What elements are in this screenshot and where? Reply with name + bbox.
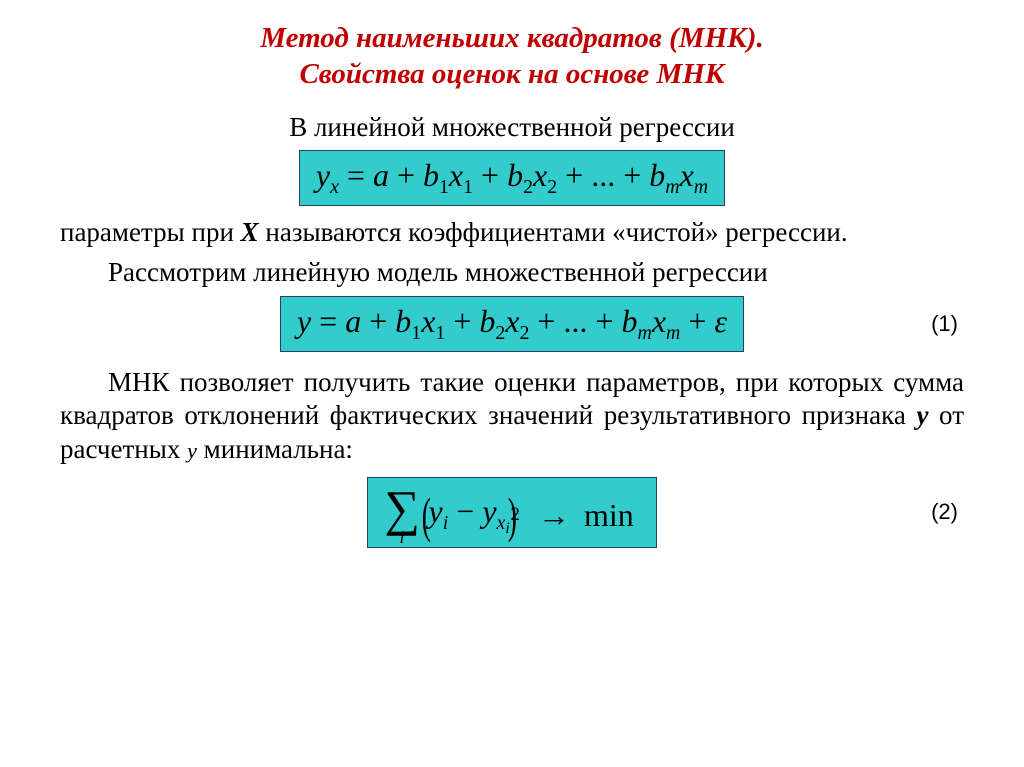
para4-yhat: y xyxy=(187,438,197,463)
formula-1: yx = a + b1x1 + b2x2 + ... + bmxm xyxy=(299,150,725,206)
formula-2-label: (1) xyxy=(931,311,958,337)
formula-3: ∑ i ( yi − yxi )2 → min xyxy=(367,477,657,548)
sum-inside: yi − yxi xyxy=(429,493,510,538)
arrow: → xyxy=(538,497,570,534)
para-2: параметры при X называются коэффициентам… xyxy=(60,216,964,250)
slide-title: Метод наименьших квадратов (МНК). Свойст… xyxy=(60,20,964,93)
para4-a: МНК позволяет получить такие оценки пара… xyxy=(60,367,964,431)
para-3: Рассмотрим линейную модель множественной… xyxy=(60,256,964,290)
para2-x: X xyxy=(241,217,259,247)
formula-1-row: yx = a + b1x1 + b2x2 + ... + bmxm xyxy=(60,150,964,206)
formula-3-label: (2) xyxy=(931,499,958,525)
formula-3-row: ∑ i ( yi − yxi )2 → min (2) xyxy=(60,477,964,548)
para2-post: называются коэффициентами «чистой» регре… xyxy=(259,217,848,247)
formula-2: y = a + b1x1 + b2x2 + ... + bmxm + ε xyxy=(280,296,744,352)
title-line2: Свойства оценок на основе МНК xyxy=(299,58,724,90)
intro-line: В линейной множественной регрессии xyxy=(60,111,964,145)
min-word: min xyxy=(584,497,634,534)
para4-y: y xyxy=(916,400,928,430)
para4-c: минимальна: xyxy=(197,434,353,464)
sigma-index: i xyxy=(400,529,405,545)
title-line1: Метод наименьших квадратов (МНК). xyxy=(260,22,763,54)
para-4: МНК позволяет получить такие оценки пара… xyxy=(60,366,964,467)
para2-pre: параметры при xyxy=(60,217,241,247)
sigma: ∑ i xyxy=(384,486,420,545)
formula-2-row: y = a + b1x1 + b2x2 + ... + bmxm + ε (1) xyxy=(60,296,964,352)
slide: Метод наименьших квадратов (МНК). Свойст… xyxy=(0,0,1024,767)
